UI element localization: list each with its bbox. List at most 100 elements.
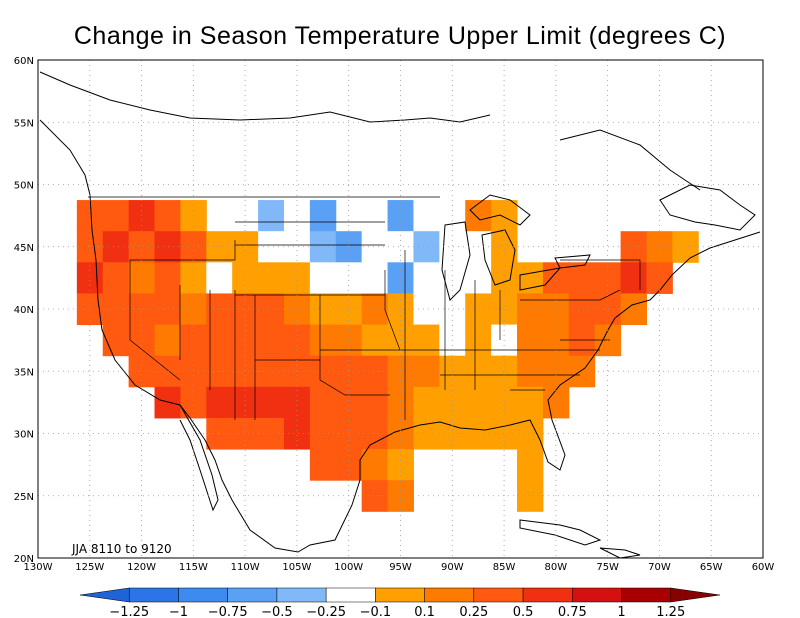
heatmap-cell: [232, 293, 259, 326]
colorbar-label: 0.25: [459, 605, 488, 618]
heatmap-cell: [361, 417, 389, 450]
heatmap-cell: [232, 386, 259, 419]
colorbar-label: −1.25: [109, 605, 149, 618]
heatmap-cell: [361, 324, 389, 357]
heatmap-cell: [102, 200, 130, 232]
lat-tick-label: 50N: [14, 181, 34, 192]
map-frame: [37, 59, 764, 559]
heatmap-cell: [439, 386, 466, 419]
heatmap-cell: [154, 262, 181, 294]
colorbar-swatch: [572, 587, 622, 603]
heatmap-cell: [413, 355, 440, 388]
heatmap-cell: [154, 386, 181, 419]
data-cells: [76, 200, 699, 512]
heatmap-cell: [413, 386, 440, 419]
heatmap-cell: [258, 262, 285, 294]
period-label: JJA 8110 to 9120: [71, 542, 172, 556]
heatmap-cell: [387, 262, 414, 294]
heatmap-cell: [102, 293, 130, 326]
heatmap-cell: [154, 200, 181, 232]
heatmap-cell: [361, 449, 389, 481]
heatmap-cell: [646, 262, 673, 294]
heatmap-cell: [465, 200, 492, 232]
heatmap-cell: [361, 480, 389, 512]
heatmap-cell: [517, 324, 544, 357]
heatmap-cell: [206, 386, 233, 419]
colorbar-label: −0.1: [360, 605, 392, 618]
heatmap-cell: [568, 355, 596, 388]
lat-tick-label: 40N: [14, 305, 34, 316]
heatmap-cell: [283, 386, 311, 419]
map-title: Change in Season Temperature Upper Limit…: [73, 22, 727, 50]
heatmap-cell: [154, 324, 181, 357]
heatmap-cell: [672, 231, 699, 263]
lon-tick-label: 60W: [752, 562, 775, 573]
heatmap-cell: [491, 386, 518, 419]
lon-tick-label: 110W: [231, 562, 260, 573]
lon-tick-label: 100W: [334, 562, 363, 573]
heatmap-cell: [542, 386, 570, 419]
heatmap-cell: [258, 293, 285, 326]
heatmap-cell: [413, 262, 440, 294]
colorbar-label: 0.75: [558, 605, 587, 618]
heatmap-cell: [76, 262, 104, 294]
heatmap-cell: [309, 386, 337, 419]
lon-tick-label: 65W: [700, 562, 723, 573]
colorbar-swatch: [522, 587, 573, 603]
heatmap-cell: [387, 480, 414, 512]
heatmap-cell: [309, 262, 337, 294]
lon-tick-label: 90W: [441, 562, 464, 573]
heatmap-cell: [517, 355, 544, 388]
heatmap-cell: [258, 386, 285, 419]
lat-tick-label: 35N: [14, 367, 34, 378]
heatmap-cell: [517, 262, 544, 294]
heatmap-cell: [387, 293, 414, 326]
heatmap-cell: [542, 293, 570, 326]
colorbar-label: 0.1: [414, 605, 435, 618]
heatmap-cell: [361, 355, 389, 388]
colorbar-label: −0.5: [261, 605, 293, 618]
heatmap-cell: [258, 355, 285, 388]
colorbar-label: 0.5: [513, 605, 534, 618]
heatmap-cell: [206, 262, 233, 294]
heatmap-cell: [594, 293, 622, 326]
heatmap-cell: [465, 386, 492, 419]
heatmap-cell: [517, 480, 544, 512]
heatmap-cell: [361, 293, 389, 326]
colorbar-swatch: [670, 587, 721, 603]
lon-tick-label: 70W: [648, 562, 671, 573]
colorbar-swatch: [473, 587, 524, 603]
heatmap-cell: [128, 262, 156, 294]
lat-tick-label: 55N: [14, 118, 34, 129]
lon-tick-label: 105W: [282, 562, 311, 573]
colorbar-label: 1: [617, 605, 625, 618]
latitude-labels: 20N 25N 30N 35N 40N 45N 50N 55N 60N: [14, 56, 34, 565]
lon-tick-label: 95W: [389, 562, 412, 573]
colorbar-label: 1.25: [656, 605, 685, 618]
heatmap-cell: [258, 200, 285, 232]
heatmap-cell: [413, 324, 440, 357]
heatmap-cell: [465, 324, 492, 357]
colorbar-swatch: [128, 587, 179, 603]
heatmap-cell: [594, 262, 622, 294]
grid-lines: [38, 60, 763, 558]
heatmap-cell: [568, 262, 596, 294]
lat-tick-label: 60N: [14, 56, 34, 67]
heatmap-cell: [361, 200, 389, 232]
colorbar: −1.25 −1 −0.75 −0.5 −0.25 −0.1 0.1 0.25 0.5 0.75 1…: [79, 587, 721, 618]
coastlines: [39, 71, 761, 559]
colorbar-swatch: [178, 587, 228, 603]
heatmap-cell: [517, 293, 544, 326]
colorbar-swatch: [79, 587, 130, 603]
heatmap-cell: [102, 231, 130, 263]
heatmap-cell: [283, 417, 311, 450]
heatmap-cell: [258, 417, 285, 450]
heatmap-cell: [439, 262, 466, 294]
lat-tick-label: 20N: [14, 554, 34, 565]
colorbar-swatch: [227, 587, 278, 603]
heatmap-cell: [102, 324, 130, 357]
heatmap-cell: [413, 293, 440, 326]
heatmap-cell: [258, 231, 285, 263]
heatmap-cell: [413, 231, 440, 263]
